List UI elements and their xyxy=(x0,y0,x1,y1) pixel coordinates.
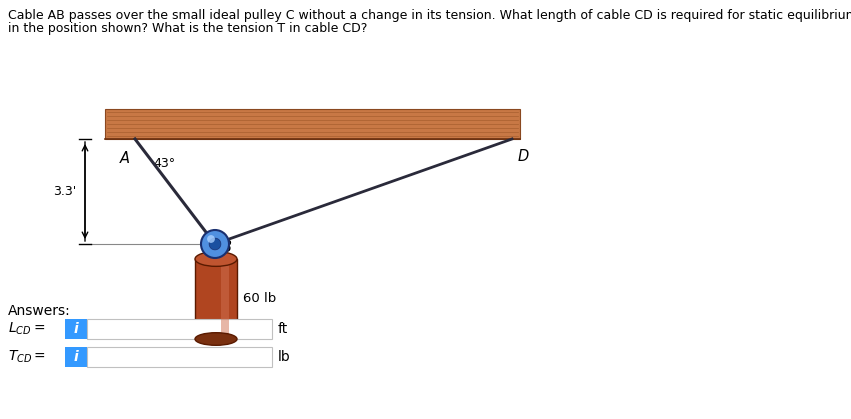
Circle shape xyxy=(207,235,215,243)
Text: Cable AB passes over the small ideal pulley C without a change in its tension. W: Cable AB passes over the small ideal pul… xyxy=(8,9,851,22)
Text: ft: ft xyxy=(278,322,288,336)
Ellipse shape xyxy=(195,252,237,266)
Text: A: A xyxy=(120,151,130,166)
Bar xyxy=(87,319,272,339)
Bar xyxy=(195,259,237,339)
Bar xyxy=(105,109,520,139)
Bar xyxy=(65,319,87,339)
Text: Answers:: Answers: xyxy=(8,304,71,318)
Bar xyxy=(65,347,87,367)
Bar xyxy=(221,259,229,339)
Text: C: C xyxy=(200,262,210,277)
Text: $L_{CD}=$: $L_{CD}=$ xyxy=(8,321,45,337)
Text: i: i xyxy=(74,322,78,336)
Text: in the position shown? What is the tension T in cable CD?: in the position shown? What is the tensi… xyxy=(8,22,368,35)
Ellipse shape xyxy=(195,333,237,345)
Text: i: i xyxy=(74,350,78,364)
Text: 3.3': 3.3' xyxy=(53,185,76,198)
Circle shape xyxy=(209,238,221,250)
Bar xyxy=(87,347,272,367)
Text: B: B xyxy=(222,240,232,255)
Text: 60 lb: 60 lb xyxy=(243,292,277,305)
Text: 43°: 43° xyxy=(153,157,175,170)
Text: lb: lb xyxy=(278,350,291,364)
Text: D: D xyxy=(518,149,529,164)
Circle shape xyxy=(201,230,229,258)
Text: $T_{CD}=$: $T_{CD}=$ xyxy=(8,349,46,365)
